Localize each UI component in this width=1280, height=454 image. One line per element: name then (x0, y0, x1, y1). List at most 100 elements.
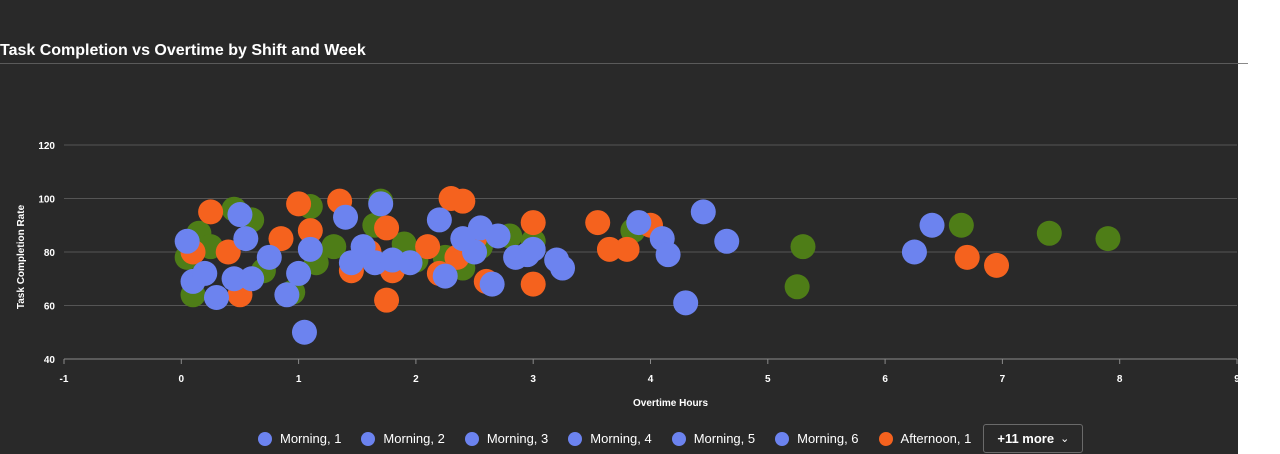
legend-marker (464, 431, 479, 446)
y-axis-title: Task Completion Rate (16, 204, 27, 309)
data-point (227, 202, 253, 228)
data-point (221, 266, 247, 292)
data-point (948, 212, 974, 238)
data-point (901, 239, 927, 265)
data-point (286, 191, 312, 217)
scatter-chart: 40 60 80 100 120 -1 0 1 2 3 4 5 6 7 8 9 Overtime Hours Ta… (16, 141, 1238, 409)
title-divider (0, 63, 1238, 64)
data-point (426, 207, 452, 233)
data-point (954, 244, 980, 270)
y-tick-label: 60 (44, 302, 56, 313)
data-point (321, 234, 347, 260)
legend-item[interactable]: Morning, 3 (464, 431, 549, 446)
y-tick-label: 80 (44, 248, 56, 259)
legend-label: Morning, 6 (797, 431, 859, 446)
chart-panel: Task Completion vs Overtime by Shift and… (0, 0, 1238, 454)
data-point (784, 274, 810, 300)
x-axis-title: Overtime Hours (633, 398, 708, 409)
data-point (368, 191, 394, 217)
data-point (479, 271, 505, 297)
data-point (462, 239, 488, 265)
legend-label: Morning, 5 (693, 431, 756, 446)
legend-marker (671, 431, 686, 446)
data-point (655, 242, 681, 268)
data-point (297, 236, 323, 262)
legend-marker (775, 431, 790, 446)
legend-item[interactable]: Morning, 4 (568, 431, 652, 446)
legend-item[interactable]: Morning, 5 (671, 431, 756, 446)
data-point (256, 244, 282, 270)
data-point (520, 271, 546, 297)
data-point (203, 284, 229, 310)
data-point (174, 228, 200, 254)
legend-more-label: +11 more (997, 431, 1055, 446)
legend: Morning, 1 Morning, 2 Morning, 3 Morning, 4… (258, 423, 1084, 454)
data-point (1095, 226, 1121, 252)
legend-marker (361, 431, 376, 446)
data-point (520, 236, 546, 262)
legend-marker (568, 431, 583, 446)
legend-item[interactable]: Morning, 2 (361, 431, 445, 446)
x-tick-label: 9 (1234, 374, 1238, 385)
data-point (268, 226, 294, 252)
data-point (714, 228, 740, 254)
x-tick-label: 6 (882, 374, 888, 385)
legend-label: Afternoon, 1 (900, 431, 972, 446)
data-point (374, 287, 400, 313)
legend-item[interactable]: Morning, 6 (775, 431, 859, 446)
data-point (397, 250, 423, 276)
data-point (274, 282, 300, 308)
data-point (239, 266, 265, 292)
data-point (585, 210, 611, 236)
legend-label: Morning, 2 (383, 431, 445, 446)
data-point (432, 263, 458, 289)
data-point (291, 319, 317, 345)
data-point (550, 255, 576, 281)
y-tick-label: 100 (38, 195, 55, 206)
data-point (374, 215, 400, 241)
data-point (919, 212, 945, 238)
x-tick-label: 8 (1117, 374, 1123, 385)
edge-divider (1238, 63, 1248, 64)
data-point (215, 239, 241, 265)
data-point (333, 204, 359, 230)
legend-label: Morning, 3 (486, 431, 549, 446)
legend-more-button[interactable]: +11 more ⌄ (983, 424, 1084, 453)
legend-item[interactable]: Morning, 1 (258, 431, 341, 446)
x-tick-label: 5 (765, 374, 771, 385)
data-point (485, 223, 511, 249)
x-tick-label: 4 (648, 374, 654, 385)
legend-label: Morning, 4 (590, 431, 652, 446)
x-tick-label: 1 (296, 374, 302, 385)
chart-title: Task Completion vs Overtime by Shift and… (0, 42, 366, 59)
data-point (1036, 220, 1062, 246)
data-point (984, 252, 1010, 278)
data-point (520, 210, 546, 236)
data-point (673, 290, 699, 316)
y-tick-label: 120 (38, 141, 55, 152)
x-tick-label: 7 (1000, 374, 1006, 385)
data-point (297, 218, 323, 244)
y-tick-label: 40 (44, 355, 56, 366)
data-point (286, 260, 312, 286)
data-point (790, 234, 816, 260)
legend-marker (258, 431, 272, 446)
data-point (192, 260, 218, 286)
x-tick-label: 2 (413, 374, 419, 385)
data-point (614, 236, 640, 262)
data-point (690, 199, 716, 225)
data-point (198, 199, 224, 225)
data-point (626, 210, 652, 236)
legend-items: Morning, 1 Morning, 2 Morning, 3 Morning, 4… (258, 431, 991, 446)
x-tick-label: 3 (530, 374, 536, 385)
legend-item[interactable]: Afternoon, 1 (878, 431, 972, 446)
legend-label: Morning, 1 (280, 431, 342, 446)
data-point (415, 234, 441, 260)
x-tick-label: -1 (60, 374, 69, 385)
legend-marker (878, 431, 893, 446)
x-tick-label: 0 (179, 374, 185, 385)
data-point (450, 188, 476, 214)
data-point (233, 226, 259, 252)
chevron-down-icon: ⌄ (1060, 433, 1070, 445)
data-point (596, 236, 622, 262)
